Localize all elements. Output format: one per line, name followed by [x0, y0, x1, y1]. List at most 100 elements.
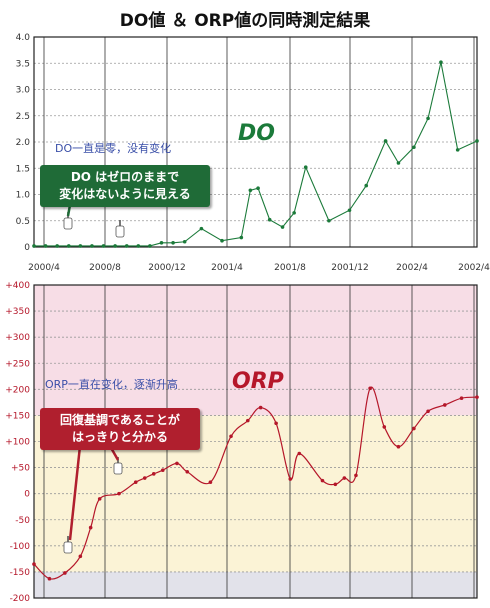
orp-data-point [342, 476, 347, 480]
orp-data-point [229, 434, 233, 439]
orp-data-point [47, 576, 52, 581]
do-y-tick-label: 0.5 [16, 217, 30, 227]
do-y-tick-label: 2.5 [16, 112, 30, 122]
orp-data-point [142, 476, 147, 480]
do-annotation: DO一直是零，没有变化 [55, 141, 171, 155]
orp-y-tick-label: +100 [5, 438, 30, 448]
do-data-point [475, 139, 479, 143]
do-data-point [136, 244, 141, 248]
orp-data-point [245, 418, 250, 423]
do-y-tick-label: 2.0 [16, 138, 31, 148]
orp-data-point [443, 403, 447, 407]
do-data-point [159, 241, 164, 245]
do-y-tick-label: 3.0 [16, 86, 31, 96]
orp-y-tick-label: +300 [5, 333, 30, 343]
do-data-point [412, 145, 416, 150]
do-x-tick-label: 2000/12 [148, 263, 185, 273]
do-x-tick-label: 2002/4 [396, 263, 428, 273]
do-data-point [303, 165, 308, 169]
orp-data-point [354, 473, 358, 478]
orp-data-point [78, 554, 83, 559]
orp-series-label: ORP [232, 369, 284, 394]
orp-y-tick-label: +50 [11, 464, 30, 474]
orp-data-point [133, 480, 138, 484]
orp-data-point [175, 461, 179, 466]
orp-band [34, 571, 477, 598]
orp-data-point [333, 482, 338, 487]
orp-data-point [382, 425, 387, 429]
do-x-tick-label: 2001/8 [274, 263, 306, 273]
orp-data-point [368, 386, 372, 391]
orp-data-point [297, 451, 302, 456]
do-callout-line-2: 変化はないように見える [59, 187, 191, 201]
do-data-point [55, 244, 59, 248]
do-y-tick-label: 1.5 [16, 164, 30, 174]
do-x-tick-label: 2001/4 [211, 263, 243, 273]
do-data-point [248, 188, 253, 193]
do-data-point [90, 244, 94, 248]
orp-y-tick-label: 0 [24, 490, 30, 500]
orp-data-point [258, 405, 263, 410]
orp-data-point [32, 562, 36, 566]
do-data-point [439, 60, 443, 64]
do-data-point [182, 239, 187, 244]
do-hand-icon [63, 217, 73, 230]
do-x-tick-label: 2000/4 [28, 263, 60, 273]
do-data-point [32, 244, 36, 248]
do-data-point [396, 161, 401, 165]
orp-data-point [151, 472, 156, 476]
do-y-tick-label: 3.5 [16, 59, 30, 69]
do-data-point [455, 148, 460, 152]
orp-hand-icon [113, 462, 123, 475]
do-data-point [267, 217, 272, 222]
do-data-point [113, 244, 117, 248]
do-data-point [171, 241, 175, 245]
orp-data-point [88, 525, 93, 530]
orp-series-line [33, 386, 478, 580]
orp-callout-line-2: はっきりと分かる [71, 430, 168, 444]
orp-y-tick-label: +150 [5, 411, 30, 421]
do-x-tick-label: 2001/12 [331, 263, 368, 273]
orp-y-tick-label: -100 [10, 542, 31, 552]
orp-data-point [396, 444, 401, 449]
do-y-tick-label: 0 [24, 243, 30, 253]
orp-data-point [97, 497, 102, 501]
orp-data-point [63, 571, 67, 575]
do-data-point [347, 208, 352, 213]
orp-band [34, 285, 477, 416]
orp-data-point [274, 421, 278, 426]
orp-y-tick-label: +400 [5, 281, 30, 291]
do-data-point [43, 244, 48, 248]
do-data-point [220, 238, 224, 243]
page-title: DO値 ＆ ORP値の同時測定結果 [119, 11, 371, 31]
do-data-point [124, 244, 129, 248]
orp-y-tick-label: +350 [5, 307, 30, 317]
do-data-point [66, 244, 71, 248]
orp-data-point [320, 478, 325, 483]
do-data-point [364, 183, 369, 188]
orp-callout: 回復基調であることが はっきりと分かる [40, 408, 200, 450]
orp-y-tick-label: +250 [5, 359, 30, 369]
do-x-tick-label: 2002/4 [458, 263, 490, 273]
orp-data-point [288, 477, 293, 481]
orp-frame [33, 284, 478, 599]
do-data-point [199, 226, 204, 231]
orp-data-point [160, 468, 165, 472]
orp-hand-icon [63, 541, 73, 554]
orp-y-tick-label: +200 [5, 385, 30, 395]
do-data-point [292, 211, 296, 215]
orp-callout-line-1: 回復基調であることが [60, 413, 180, 427]
do-callout-line-1: DO はゼロのままで [70, 170, 180, 184]
orp-data-point [412, 426, 416, 431]
orp-data-point [185, 469, 190, 474]
do-data-point [280, 225, 285, 229]
do-x-tick-label: 2000/8 [89, 263, 121, 273]
do-data-point [327, 218, 331, 223]
orp-data-point [475, 395, 479, 399]
do-data-point [383, 139, 388, 143]
do-data-point [78, 244, 83, 248]
orp-callout-pointer [68, 445, 82, 541]
do-y-tick-label: 4.0 [16, 33, 31, 43]
orp-data-point [426, 409, 430, 414]
orp-data-point [459, 396, 464, 401]
